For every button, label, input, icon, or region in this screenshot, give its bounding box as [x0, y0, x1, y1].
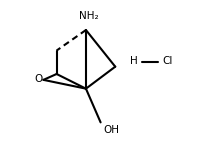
- Text: H: H: [130, 56, 137, 66]
- Text: OH: OH: [104, 125, 119, 135]
- Text: NH₂: NH₂: [79, 11, 99, 21]
- Text: O: O: [34, 74, 43, 84]
- Text: Cl: Cl: [162, 56, 173, 66]
